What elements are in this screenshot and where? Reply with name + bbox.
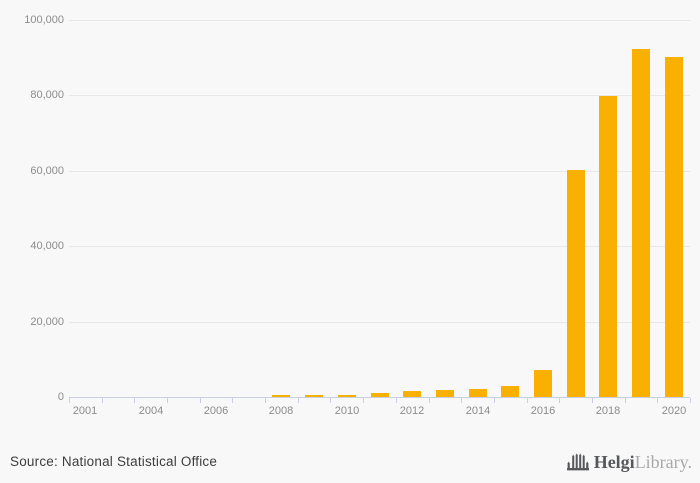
- gridline: [69, 95, 690, 96]
- bar-chart: 0 20,000 40,000 60,000 80,000 100,000 2001 2004…: [24, 14, 691, 417]
- helgi-library-logo[interactable]: HelgiLibrary.: [566, 451, 692, 472]
- x-axis-tick: [625, 398, 626, 403]
- x-axis-tick: [298, 398, 299, 403]
- x-axis-tick: [330, 398, 331, 403]
- x-axis-tick-label: 2010: [334, 405, 360, 417]
- x-axis-tick: [134, 398, 135, 403]
- x-axis-tick-label: 2008: [268, 405, 294, 417]
- gridline: [69, 246, 690, 247]
- y-axis-tick-label: 40,000: [30, 240, 64, 252]
- y-axis-tick-label: 20,000: [30, 316, 64, 328]
- bar: [305, 395, 323, 397]
- source-label: Source: National Statistical Office: [10, 454, 218, 469]
- y-axis-tick-label: 0: [57, 391, 64, 403]
- x-axis-tick-label: 2012: [399, 405, 425, 417]
- x-axis-tick-label: 2016: [530, 405, 556, 417]
- bar: [272, 395, 290, 397]
- x-axis-tick: [167, 398, 168, 403]
- footer: Source: National Statistical Office: [0, 440, 700, 483]
- bar: [403, 391, 421, 397]
- x-axis-tick: [363, 398, 364, 403]
- x-axis-tick: [396, 398, 397, 403]
- x-axis-tick-label: 2018: [595, 405, 621, 417]
- logo-text-library: Library.: [634, 451, 692, 472]
- x-axis-tick: [102, 398, 103, 403]
- x-axis-tick-label: 2004: [138, 405, 164, 417]
- bar: [469, 389, 487, 397]
- x-axis-tick: [200, 398, 201, 403]
- x-axis-tick: [232, 398, 233, 403]
- bar: [665, 57, 683, 397]
- bar: [567, 170, 585, 397]
- x-axis-tick: [265, 398, 266, 403]
- gridline: [69, 322, 690, 323]
- gridline: [69, 20, 690, 21]
- bar: [534, 370, 552, 397]
- x-axis-line: [69, 397, 690, 398]
- x-axis-tick: [69, 398, 70, 403]
- x-axis-tick-label: 2014: [465, 405, 491, 417]
- bar: [599, 96, 617, 397]
- bridge-icon: [566, 451, 590, 472]
- x-axis-tick: [690, 398, 691, 403]
- x-axis-tick-label: 2020: [661, 405, 687, 417]
- y-axis-tick-label: 80,000: [30, 89, 64, 101]
- bar: [632, 49, 650, 397]
- bar: [371, 393, 389, 397]
- bar: [436, 390, 454, 397]
- y-axis-tick-label: 60,000: [30, 165, 64, 177]
- x-axis-tick: [461, 398, 462, 403]
- x-axis-tick: [559, 398, 560, 403]
- x-axis-tick: [592, 398, 593, 403]
- logo-text: HelgiLibrary.: [594, 453, 692, 471]
- x-axis-tick-label: 2001: [72, 405, 98, 417]
- x-axis-tick: [527, 398, 528, 403]
- x-axis-tick-label: 2006: [203, 405, 229, 417]
- bar: [501, 386, 519, 397]
- x-axis-tick: [657, 398, 658, 403]
- x-axis-tick: [494, 398, 495, 403]
- y-axis-tick-label: 100,000: [24, 14, 64, 26]
- gridline: [69, 171, 690, 172]
- logo-text-helgi: Helgi: [593, 451, 635, 472]
- x-axis-tick: [429, 398, 430, 403]
- bar: [338, 395, 356, 397]
